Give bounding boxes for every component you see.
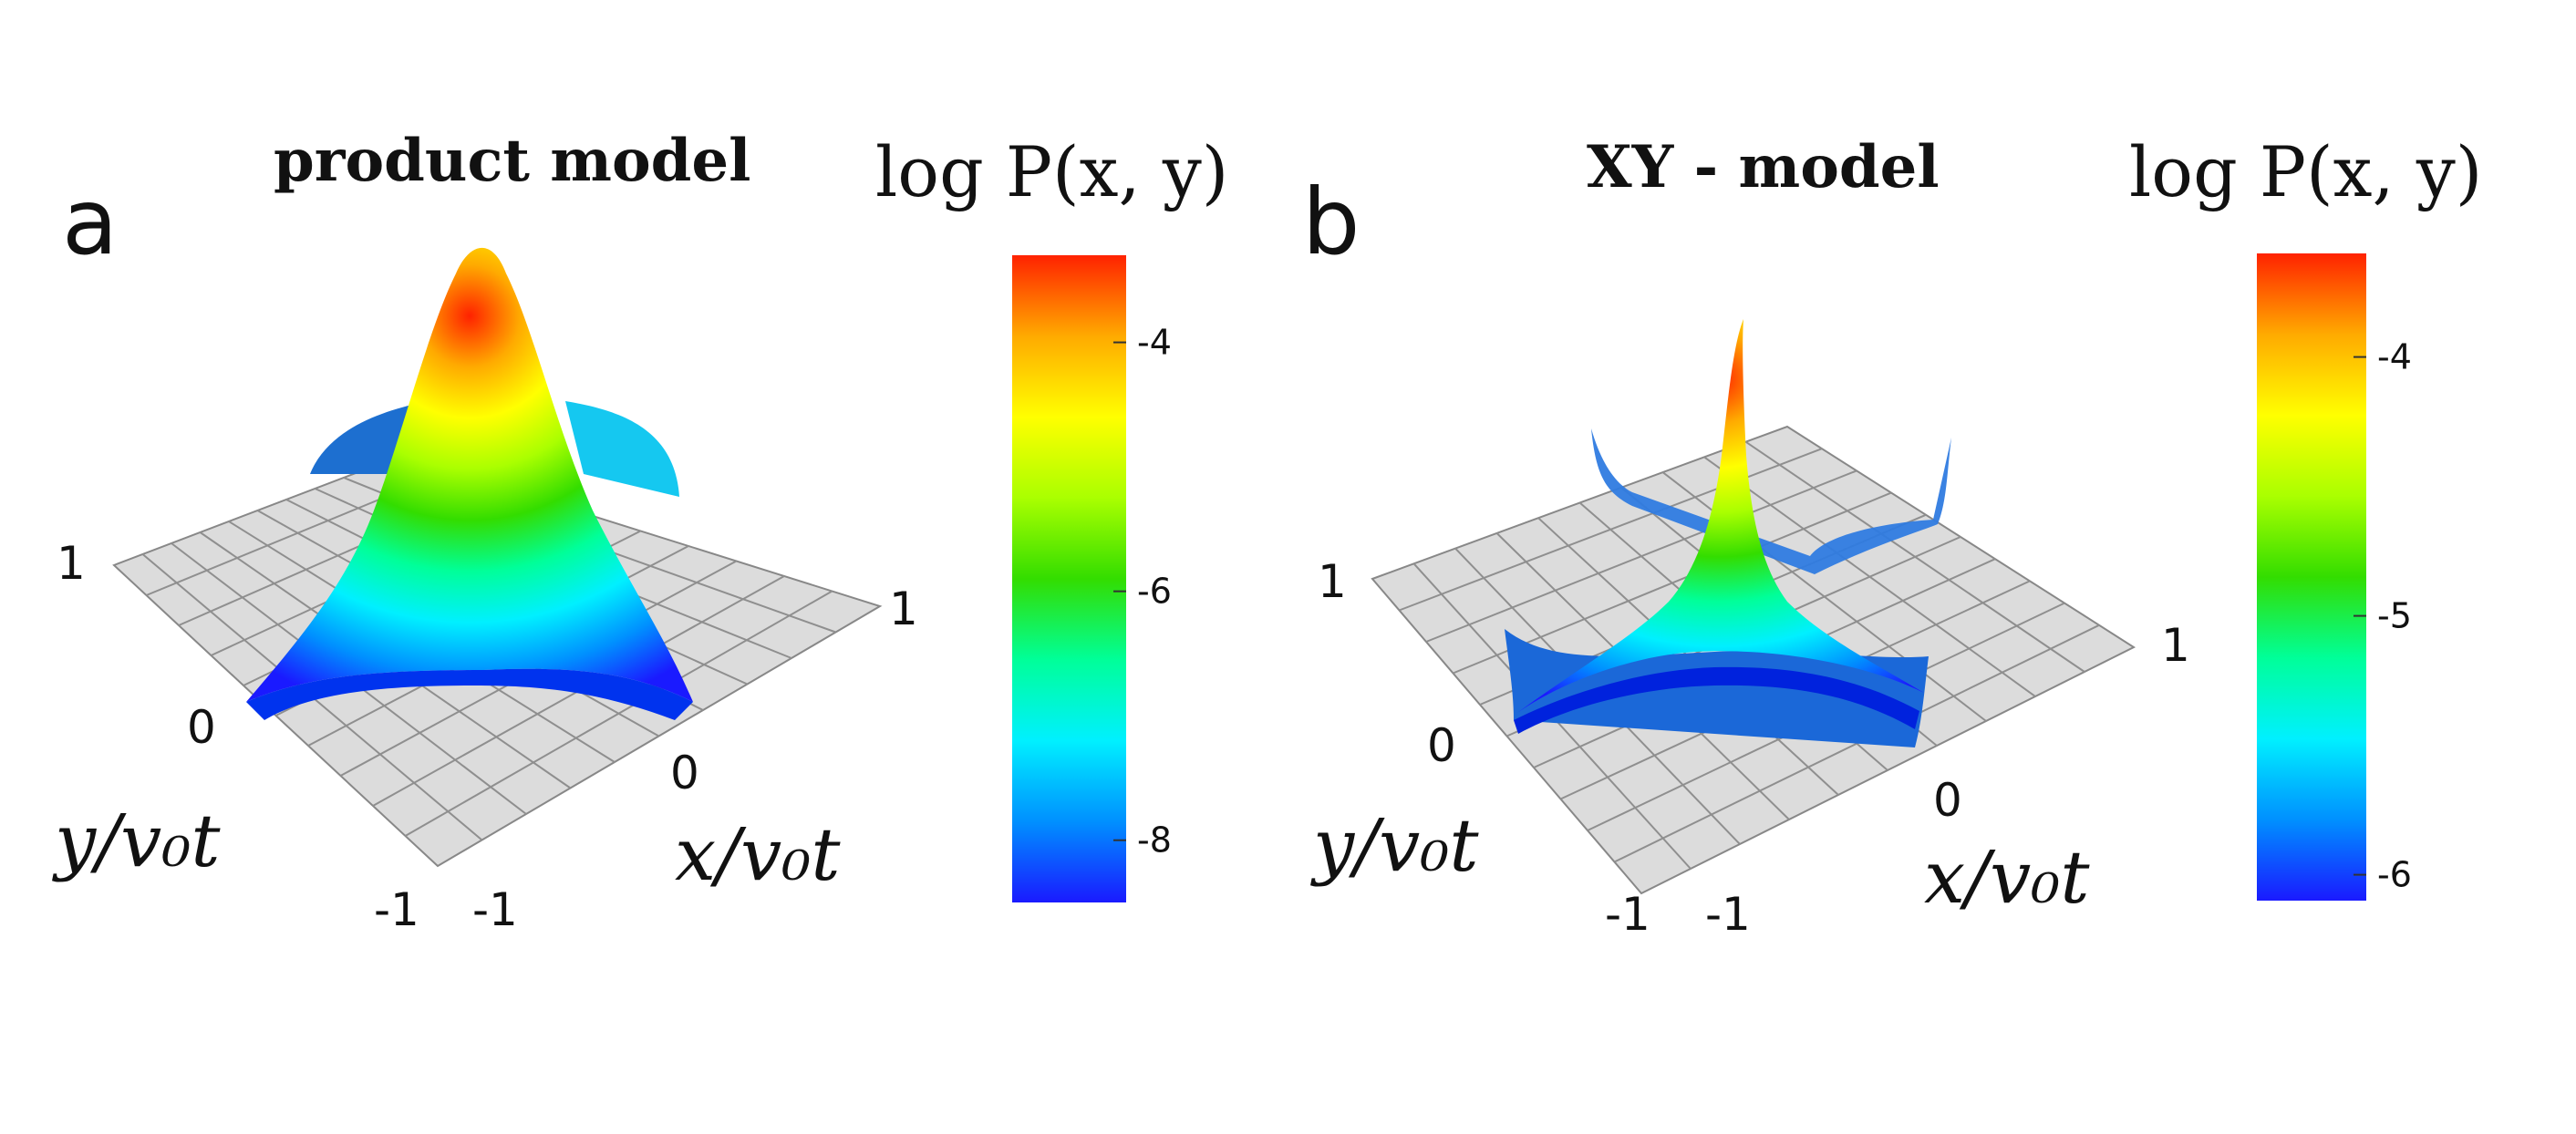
x-tick-a-neg1: -1 — [472, 883, 518, 936]
x-axis-label-b: x/v₀t — [1924, 835, 2090, 920]
y-axis-label-a: y/v₀t — [52, 799, 221, 883]
panel-letter-a: a — [62, 169, 118, 275]
x-tick-b-0: 0 — [1933, 774, 1962, 827]
surface-a — [246, 247, 693, 720]
x-tick-b-neg1: -1 — [1705, 888, 1751, 941]
panel-a: a product model 1 0 -1 -1 0 1 y/v₀t x/v₀… — [52, 127, 1228, 936]
panel-title-b: XY - model — [1587, 133, 1940, 201]
y-tick-b-1: 1 — [1318, 555, 1347, 608]
surface-a-peak — [246, 247, 693, 702]
surface-b-back-wall — [1591, 428, 1951, 574]
y-tick-b-neg1: -1 — [1605, 888, 1650, 941]
y-tick-a-1: 1 — [57, 537, 86, 590]
y-tick-a-neg1: -1 — [374, 883, 419, 936]
colorbar-title-a: log P(x, y) — [875, 131, 1228, 212]
colorbar-b — [2257, 253, 2366, 901]
colorbar-ticks-a: -4 -6 -8 — [1113, 323, 1172, 861]
colorbar-tick-label: -6 — [2377, 855, 2412, 895]
y-tick-a-0: 0 — [187, 701, 216, 754]
x-axis-label-a: x/v₀t — [675, 812, 841, 897]
colorbar-tick-label: -6 — [1137, 572, 1172, 612]
x-tick-a-0: 0 — [670, 747, 699, 799]
y-axis-label-b: y/v₀t — [1310, 803, 1479, 888]
panel-b: b XY - model 1 0 -1 -1 0 1 y/v₀t x/v₀t l… — [1302, 131, 2482, 941]
y-tick-b-0: 0 — [1427, 719, 1456, 772]
surface-b-peak — [1514, 319, 1924, 716]
x-tick-a-1: 1 — [889, 582, 918, 635]
colorbar-tick-label: -4 — [1137, 323, 1172, 363]
surface-b-front-edge — [1514, 666, 1919, 734]
panel-title-a: product model — [274, 127, 750, 195]
colorbar-a — [1012, 255, 1126, 902]
surface-a-back-right-lobe — [565, 401, 679, 497]
surface-a-front-edge — [246, 668, 693, 720]
colorbar-tick-label: -8 — [1137, 820, 1172, 861]
grid-line — [1703, 456, 2036, 697]
colorbar-ticks-b: -4 -5 -6 — [2354, 337, 2412, 895]
colorbar-tick-label: -5 — [2377, 596, 2412, 636]
panel-letter-b: b — [1302, 169, 1360, 275]
surface-b — [1505, 319, 1951, 747]
colorbar-tick-label: -4 — [2377, 337, 2412, 377]
colorbar-title-b: log P(x, y) — [2129, 131, 2482, 212]
grid-line — [405, 590, 833, 837]
grid-line — [1744, 440, 2085, 673]
x-tick-b-1: 1 — [2161, 619, 2190, 672]
